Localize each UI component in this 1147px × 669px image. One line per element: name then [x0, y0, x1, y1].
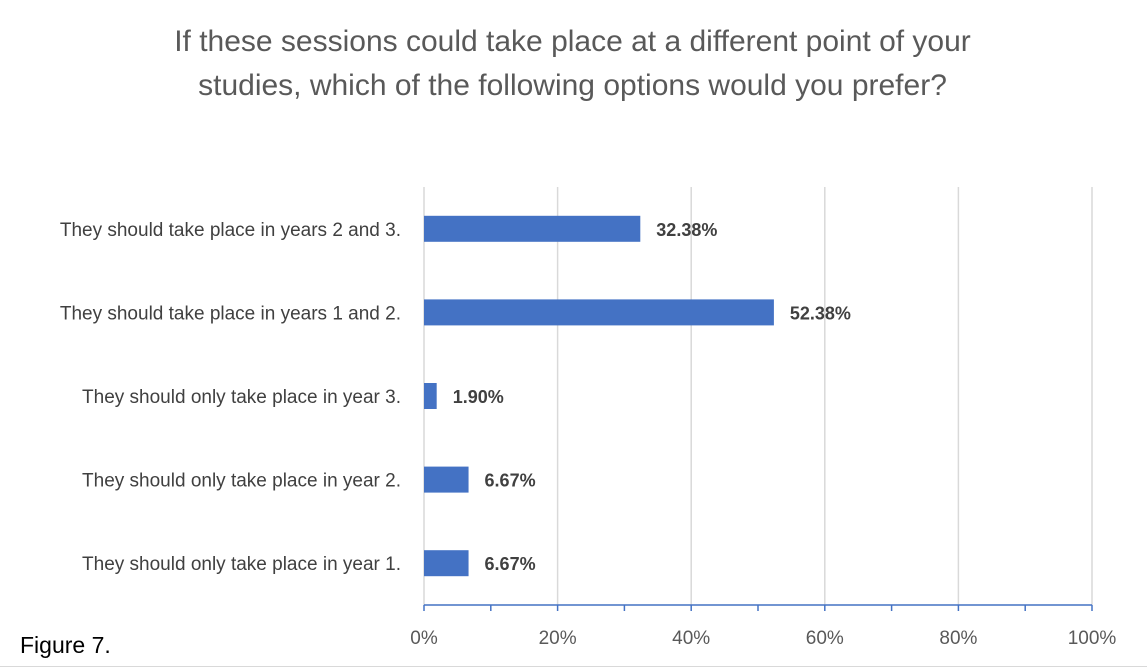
category-label: They should only take place in year 1. — [82, 554, 401, 575]
x-tick-label: 20% — [539, 628, 577, 649]
x-tick-label: 40% — [672, 628, 710, 649]
category-label: They should take place in years 1 and 2. — [60, 303, 401, 324]
category-label: They should only take place in year 3. — [82, 387, 401, 408]
gridlines — [423, 187, 1093, 605]
data-label: 1.90% — [453, 387, 504, 407]
divider — [0, 666, 1147, 667]
bar — [424, 299, 774, 326]
data-label: 52.38% — [790, 303, 851, 323]
bar — [424, 383, 437, 409]
bar — [424, 466, 469, 493]
bar — [424, 550, 469, 577]
x-tick-label: 60% — [806, 628, 844, 649]
x-tick-label: 80% — [939, 628, 977, 649]
x-tick-label: 0% — [410, 628, 438, 649]
data-label: 32.38% — [656, 220, 717, 240]
category-label: They should only take place in year 2. — [82, 471, 401, 492]
bars — [424, 215, 774, 577]
figure-caption: Figure 7. — [20, 632, 111, 658]
labels: They should take place in years 2 and 3.… — [60, 220, 851, 575]
x-tick-label: 100% — [1068, 628, 1117, 649]
data-label: 6.67% — [485, 554, 536, 574]
chart-title: If these sessions could take place at a … — [174, 25, 971, 102]
bar — [424, 215, 641, 242]
category-label: They should take place in years 2 and 3. — [60, 220, 401, 241]
x-axis: 0% 20% 40% 60% 80% 100% — [410, 604, 1117, 649]
data-label: 6.67% — [485, 471, 536, 491]
